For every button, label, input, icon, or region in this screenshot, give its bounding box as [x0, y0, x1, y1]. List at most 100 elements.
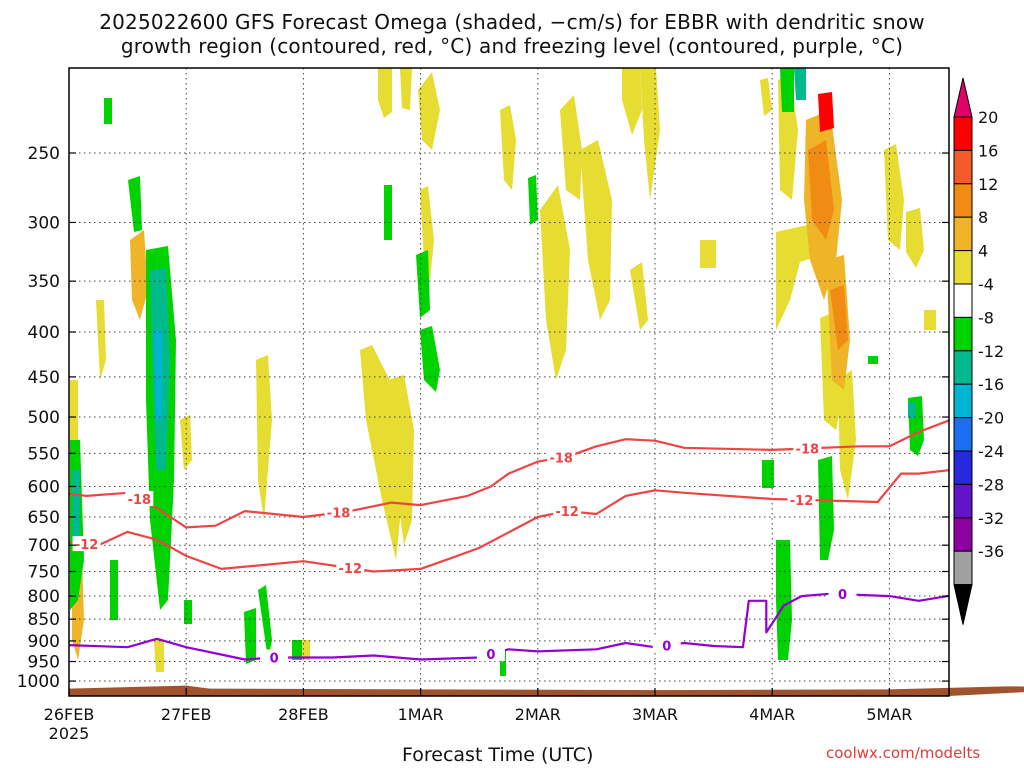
y-tick-label-500: 500: [28, 408, 60, 428]
omega-region-44: [420, 326, 440, 392]
y-tick-label-650: 650: [28, 508, 60, 528]
omega-region-13: [700, 240, 716, 268]
omega-region-45: [384, 185, 392, 240]
omega-region-57: [794, 68, 806, 100]
omega-region-5: [420, 186, 434, 280]
omega-region-49: [762, 460, 774, 488]
y-tick-label-900: 900: [28, 632, 60, 652]
omega-region-40: [184, 600, 192, 624]
omega-region-46: [416, 250, 430, 318]
colorbar-bin-5: [953, 283, 973, 318]
y-tick-label-950: 950: [28, 653, 60, 673]
colorbar-bin-4: [953, 250, 973, 285]
omega-region-39: [110, 560, 118, 620]
colorbar-top-triangle: [953, 77, 973, 118]
omega-region-59: [154, 330, 162, 420]
omega-region-32: [808, 140, 834, 240]
omega-region-54: [780, 68, 794, 112]
omega-region-26: [300, 640, 310, 660]
colorbar-label--36: -36: [978, 542, 1004, 561]
contour-label--18-3: -18: [796, 442, 820, 457]
contour-label-bg-0-0: [260, 649, 289, 665]
y-tick-label-1000: 1000: [17, 672, 60, 692]
y-tick-label-800: 800: [28, 587, 60, 607]
colorbar-bin-1: [953, 149, 973, 185]
contour-label--12-0: -12: [75, 538, 99, 553]
colorbar-bin-11: [953, 483, 973, 519]
contour-label-bg-0-2: [652, 637, 681, 653]
y-tick-label-750: 750: [28, 562, 60, 582]
plot-frame: [68, 67, 950, 697]
omega-region-58: [908, 402, 916, 418]
x-tick-label-2MAR: 2MAR: [515, 705, 561, 724]
contour-label-0-3: 0: [838, 588, 847, 603]
x-tick-label-26FEB: 26FEB: [44, 705, 95, 724]
omega-region-30: [130, 230, 148, 320]
colorbar-label-16: 16: [978, 141, 998, 160]
omega-region-6: [500, 105, 516, 190]
omega-region-56: [72, 470, 80, 540]
omega-region-18: [924, 310, 936, 330]
contour--18: [69, 419, 949, 529]
contour-label-0-2: 0: [662, 640, 671, 655]
omega-region-21: [256, 355, 272, 520]
contour-label-0-0: 0: [270, 651, 279, 666]
colorbar-bin-2: [953, 183, 973, 218]
x-axis-title: Forecast Time (UTC): [402, 744, 594, 766]
omega-region-24: [96, 300, 106, 380]
colorbar-bin-3: [953, 216, 973, 252]
omega-region-0: [378, 68, 392, 118]
contour-label-bg--12-2: [553, 503, 582, 519]
contour-label-bg-0-1: [476, 646, 505, 662]
contour-label-bg-0-3: [828, 586, 857, 602]
grid-lines: [69, 68, 949, 696]
colorbar-bin-9: [953, 417, 973, 452]
contour-label-bg--18-0: [125, 490, 154, 506]
credit-text: coolwx.com/modelts: [826, 744, 981, 762]
chart-title-line1: 2025022600 GFS Forecast Omega (shaded, −…: [99, 10, 925, 34]
colorbar-bin-10: [953, 450, 973, 485]
omega-region-9: [580, 140, 612, 320]
x-tick-label-4MAR: 4MAR: [749, 705, 795, 724]
colorbar-label-20: 20: [978, 108, 998, 127]
colorbar-bin-12: [953, 517, 973, 552]
colorbar-bottom-triangle: [953, 584, 973, 625]
colorbar-bin-0: [953, 116, 973, 151]
colorbar-bin-6: [953, 316, 973, 352]
contour-label--12-3: -12: [790, 494, 814, 509]
colorbar-label--12: -12: [978, 342, 1004, 361]
contour-label-0-1: 0: [486, 648, 495, 663]
y-tick-label-400: 400: [28, 323, 60, 343]
x-tick-label-1MAR: 1MAR: [398, 705, 444, 724]
contour-label--18-0: -18: [128, 493, 152, 508]
contour-label-bg--12-1: [336, 560, 365, 576]
colorbar-label-12: 12: [978, 175, 998, 194]
colorbar: 20 16 12 8 4 -4 -8 -12 -16 -20 -24 -28 -32 -36: [953, 77, 1004, 625]
x-year-label: 2025: [49, 724, 90, 743]
contour-label-bg--12-3: [787, 491, 816, 507]
x-tick-label-27FEB: 27FEB: [161, 705, 212, 724]
colorbar-label--4: -4: [978, 275, 994, 294]
colorbar-bin-13: [953, 550, 973, 586]
y-tick-label-600: 600: [28, 477, 60, 497]
omega-region-12: [630, 262, 648, 330]
omega-region-53: [868, 356, 878, 364]
y-axis-ticks: 2503003504004505005506006507007508008509…: [17, 144, 949, 692]
contour-labels: -18 -18 -18 -18 -12 -12 -12 -12 0 0 0 0: [72, 440, 857, 666]
y-tick-label-850: 850: [28, 610, 60, 630]
colorbar-label--32: -32: [978, 509, 1004, 528]
colorbar-label--24: -24: [978, 442, 1004, 461]
contour-label--18-1: -18: [327, 507, 351, 522]
omega-region-35: [104, 98, 112, 124]
omega-region-42: [258, 585, 272, 660]
contour-0: [69, 592, 949, 661]
chart-title-line2: growth region (contoured, red, °C) and f…: [120, 34, 904, 58]
omega-region-27: [760, 78, 772, 116]
y-tick-label-450: 450: [28, 368, 60, 388]
x-tick-label-5MAR: 5MAR: [866, 705, 912, 724]
omega-region-33: [830, 285, 848, 350]
x-axis-ticks: 26FEB 27FEB 28FEB 1MAR 2MAR 3MAR 4MAR 5MAR 2025: [44, 688, 912, 743]
omega-region-17: [906, 208, 924, 268]
colorbar-label--28: -28: [978, 475, 1004, 494]
